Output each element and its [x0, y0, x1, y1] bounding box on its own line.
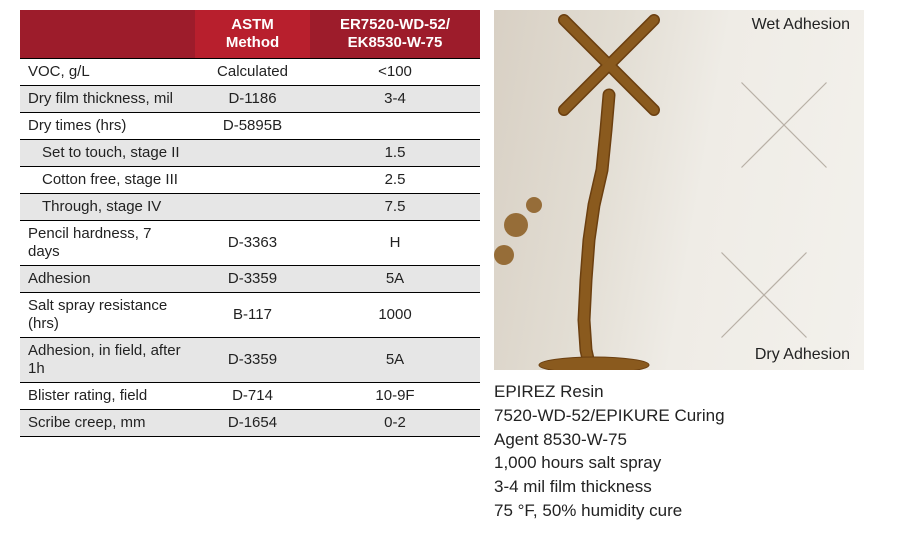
label-wet-adhesion: Wet Adhesion [752, 16, 850, 34]
table-row: Pencil hardness, 7 daysD-3363H [20, 221, 480, 266]
caption-line: 3-4 mil film thickness [494, 475, 880, 499]
cell-value: 2.5 [310, 167, 480, 194]
cell-value: 3-4 [310, 86, 480, 113]
cell-property: VOC, g/L [20, 59, 195, 86]
table-row: Dry times (hrs)D-5895B [20, 113, 480, 140]
data-table-container: ASTMMethod ER7520-WD-52/EK8530-W-75 VOC,… [20, 10, 480, 540]
header-product: ER7520-WD-52/EK8530-W-75 [310, 10, 480, 59]
table-row: Set to touch, stage II 1.5 [20, 140, 480, 167]
cell-property: Pencil hardness, 7 days [20, 221, 195, 266]
cell-method: D-714 [195, 383, 310, 410]
caption-line: Agent 8530-W-75 [494, 428, 880, 452]
label-dry-adhesion: Dry Adhesion [755, 346, 850, 364]
cell-value: <100 [310, 59, 480, 86]
caption-line: 1,000 hours salt spray [494, 451, 880, 475]
cell-property: Scribe creep, mm [20, 410, 195, 437]
cell-method: Calculated [195, 59, 310, 86]
cell-value: 5A [310, 338, 480, 383]
cell-property: Dry film thickness, mil [20, 86, 195, 113]
cell-value: 0-2 [310, 410, 480, 437]
table-row: Dry film thickness, milD-11863-4 [20, 86, 480, 113]
cell-method: D-3359 [195, 266, 310, 293]
cell-method: D-1186 [195, 86, 310, 113]
cell-value: 1000 [310, 293, 480, 338]
right-column: Wet Adhesion Dry Adhesion EPIREZ Resin75… [480, 10, 880, 540]
table-row: Scribe creep, mmD-16540-2 [20, 410, 480, 437]
cell-method [195, 194, 310, 221]
table-header-row: ASTMMethod ER7520-WD-52/EK8530-W-75 [20, 10, 480, 59]
cell-property: Adhesion [20, 266, 195, 293]
cell-property: Through, stage IV [20, 194, 195, 221]
cell-method: D-5895B [195, 113, 310, 140]
cell-property: Salt spray resistance (hrs) [20, 293, 195, 338]
caption-line: 75 °F, 50% humidity cure [494, 499, 880, 523]
cell-property: Blister rating, field [20, 383, 195, 410]
cell-value: 1.5 [310, 140, 480, 167]
cell-method: D-3363 [195, 221, 310, 266]
table-row: Cotton free, stage III 2.5 [20, 167, 480, 194]
caption-line: EPIREZ Resin [494, 380, 880, 404]
table-row: Adhesion, in field, after 1hD-33595A [20, 338, 480, 383]
header-method: ASTMMethod [195, 10, 310, 59]
cell-method [195, 167, 310, 194]
adhesion-photo: Wet Adhesion Dry Adhesion [494, 10, 864, 370]
cell-method: B-117 [195, 293, 310, 338]
cell-value: H [310, 221, 480, 266]
cell-value: 10-9F [310, 383, 480, 410]
cell-method: D-3359 [195, 338, 310, 383]
cell-value: 5A [310, 266, 480, 293]
header-blank [20, 10, 195, 59]
cell-method [195, 140, 310, 167]
table-row: Salt spray resistance (hrs)B-1171000 [20, 293, 480, 338]
cell-property: Adhesion, in field, after 1h [20, 338, 195, 383]
properties-table: ASTMMethod ER7520-WD-52/EK8530-W-75 VOC,… [20, 10, 480, 437]
table-row: Through, stage IV 7.5 [20, 194, 480, 221]
table-row: VOC, g/LCalculated<100 [20, 59, 480, 86]
photo-caption: EPIREZ Resin7520-WD-52/EPIKURE CuringAge… [494, 380, 880, 523]
cell-value: 7.5 [310, 194, 480, 221]
cell-value [310, 113, 480, 140]
cell-method: D-1654 [195, 410, 310, 437]
table-row: Blister rating, fieldD-71410-9F [20, 383, 480, 410]
cell-property: Cotton free, stage III [20, 167, 195, 194]
photo-svg [494, 10, 864, 370]
table-row: AdhesionD-33595A [20, 266, 480, 293]
caption-line: 7520-WD-52/EPIKURE Curing [494, 404, 880, 428]
cell-property: Set to touch, stage II [20, 140, 195, 167]
cell-property: Dry times (hrs) [20, 113, 195, 140]
